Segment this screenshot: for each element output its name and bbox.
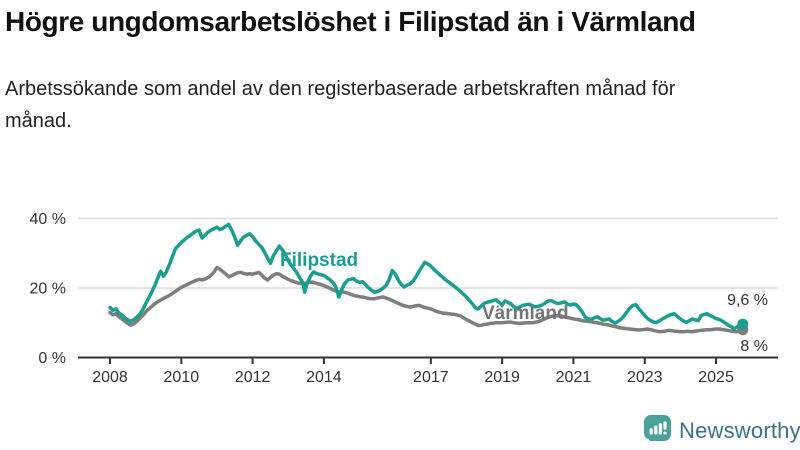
y-tick-label-0: 0 % — [38, 350, 66, 367]
series-line-filipstad — [108, 222, 745, 331]
chart-subtitle: Arbetssökande som andel av den registerb… — [5, 77, 676, 132]
x-tick-label-2008: 2008 — [92, 369, 128, 386]
series-line-värmland — [108, 265, 745, 334]
newsworthy-wordmark: Newsworthy — [679, 417, 800, 443]
x-tick-label-2012: 2012 — [235, 369, 271, 386]
x-tick-label-2019: 2019 — [484, 369, 520, 386]
y-tick-label-40: 40 % — [30, 211, 66, 228]
x-tick-label-2023: 2023 — [627, 369, 663, 386]
series-end-dot-filipstad — [737, 318, 749, 330]
x-tick-label-2025: 2025 — [698, 369, 734, 386]
x-tick-label-2021: 2021 — [556, 369, 592, 386]
series-label-varmland: Värmland — [482, 303, 569, 324]
x-tick-label-2010: 2010 — [164, 369, 200, 386]
x-tick-label-2014: 2014 — [306, 369, 342, 386]
y-tick-label-20: 20 % — [30, 281, 66, 298]
end-value-label-varmland: 8 % — [740, 338, 768, 355]
end-value-label-filipstad: 9,6 % — [727, 292, 768, 309]
page-title: Högre ungdomsarbetslöshet i Filipstad än… — [5, 6, 696, 37]
x-tick-label-2017: 2017 — [413, 369, 449, 386]
bar-chart-speech-bubble-icon — [644, 415, 671, 445]
newsworthy-logo: Newsworthy — [644, 415, 800, 446]
series-label-filipstad: Filipstad — [280, 250, 359, 271]
chart-header: Högre ungdomsarbetslöshet i Filipstad än… — [5, 4, 710, 137]
